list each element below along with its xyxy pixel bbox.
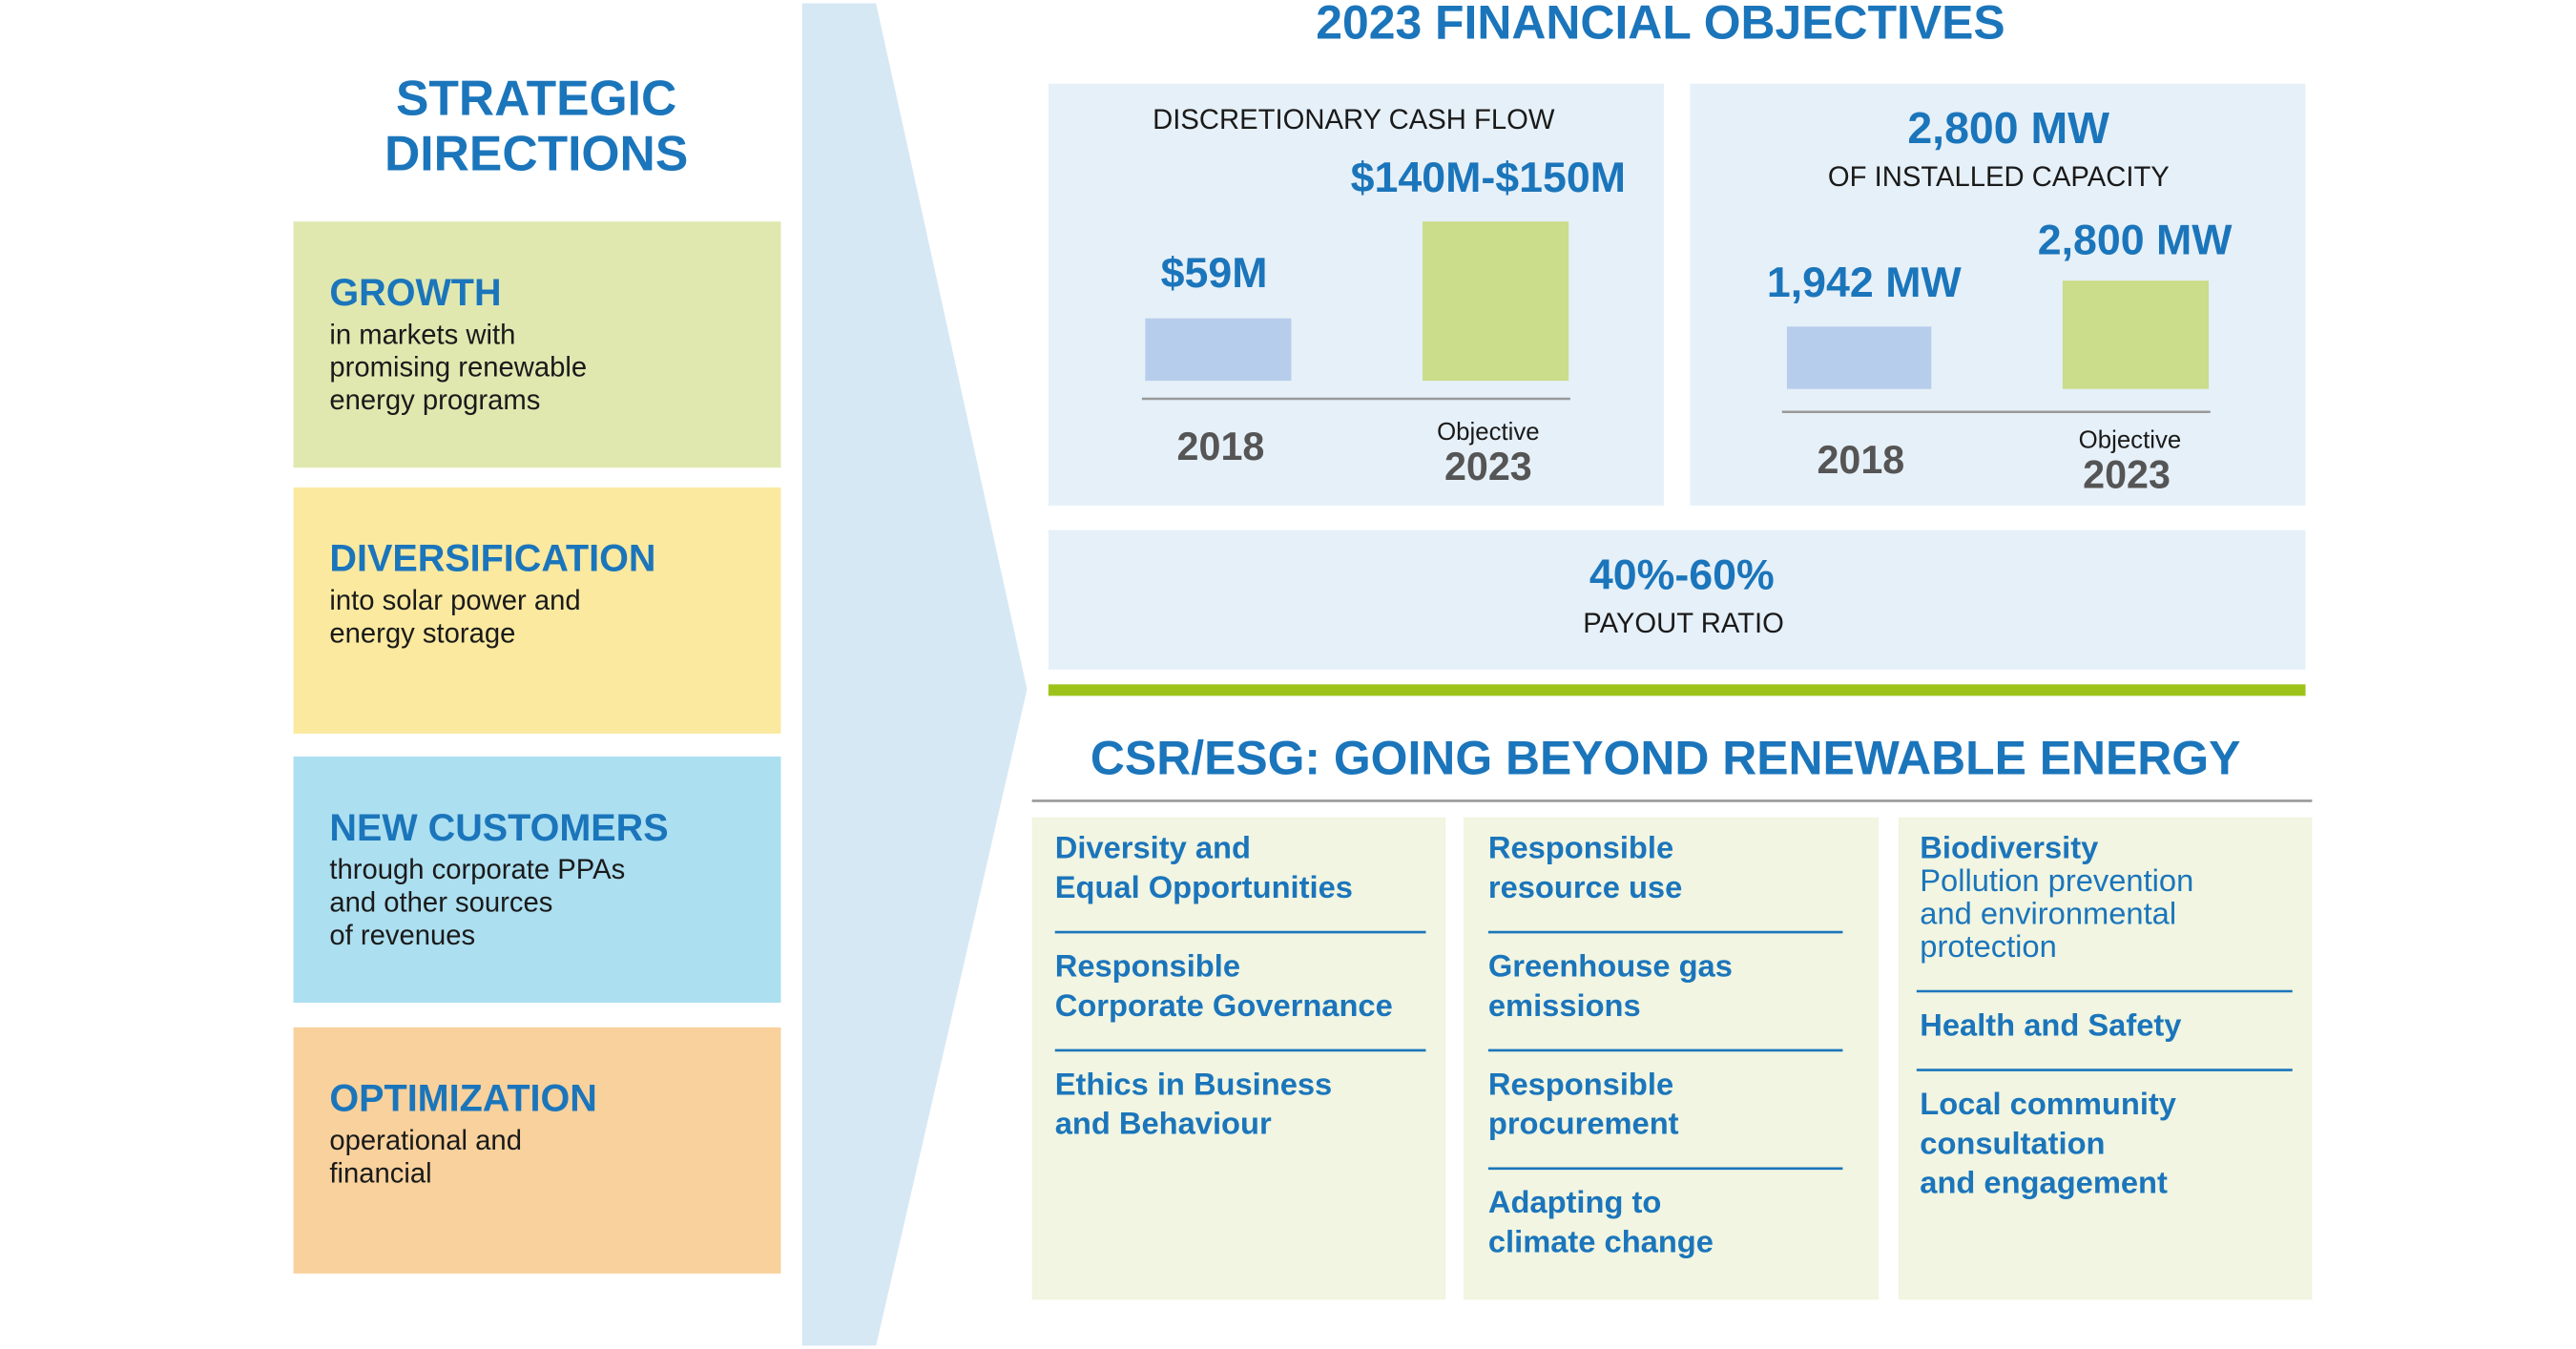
direction-text: through corporate PPAs [329, 855, 625, 885]
objective-label: Objective [1437, 419, 1540, 446]
csr-column [1031, 817, 1446, 1300]
csr-item: Responsible [1488, 830, 1673, 865]
year-label: 2018 [1817, 438, 1904, 482]
box-optimization [293, 1027, 781, 1274]
bar [1145, 318, 1292, 382]
csr-item: Diversity and [1055, 830, 1251, 865]
panel-payout [1048, 529, 2306, 670]
bar [2062, 280, 2210, 389]
csr-detail: and environmental [1920, 895, 2176, 930]
csr-item: and Behaviour [1055, 1106, 1272, 1141]
direction-text: energy storage [329, 618, 515, 649]
bar [1423, 221, 1569, 382]
csr-item: resource use [1488, 869, 1682, 904]
box-growth [293, 221, 781, 468]
csr-item: climate change [1488, 1224, 1714, 1259]
csr-column [1464, 817, 1880, 1300]
objective-label: Objective [2079, 427, 2182, 454]
csr-item: Health and Safety [1920, 1007, 2181, 1042]
csr-item: Local community [1920, 1086, 2176, 1121]
csr-item: Responsible [1488, 1066, 1673, 1101]
year-label: 2023 [1444, 445, 1532, 488]
direction-text: of revenues [329, 921, 475, 951]
direction-text: and other sources [329, 888, 552, 919]
direction-text: promising renewable [329, 353, 587, 384]
csr-item: Responsible [1055, 948, 1240, 984]
value-label: 2,800 MW [2038, 217, 2233, 263]
direction-heading: GROWTH [329, 272, 501, 314]
csr-detail: protection [1920, 928, 2056, 964]
value-label: $59M [1161, 250, 1268, 297]
direction-text: in markets with [329, 320, 515, 350]
direction-heading: OPTIMIZATION [329, 1078, 596, 1120]
value-label: 1,942 MW [1767, 259, 1963, 306]
payout-value: 40%-60% [1589, 551, 1775, 598]
section-title: DIRECTIONS [384, 126, 688, 181]
csr-detail: Pollution prevention [1920, 862, 2193, 898]
year-label: 2023 [2083, 452, 2171, 496]
csr-item: consultation [1920, 1125, 2105, 1160]
direction-text: energy programs [329, 385, 540, 416]
csr-item: emissions [1488, 987, 1641, 1023]
value-label: $140M-$150M [1351, 155, 1626, 201]
section-title: 2023 FINANCIAL OBJECTIVES [1316, 0, 2005, 50]
panel-label: OF INSTALLED CAPACITY [1828, 162, 2170, 193]
payout-label: PAYOUT RATIO [1583, 609, 1784, 639]
panel-headline: 2,800 MW [1907, 103, 2109, 153]
direction-text: financial [329, 1158, 431, 1189]
direction-heading: NEW CUSTOMERS [329, 807, 668, 849]
direction-heading: DIVERSIFICATION [329, 538, 655, 580]
year-label: 2018 [1177, 425, 1265, 468]
csr-item: procurement [1488, 1106, 1679, 1141]
direction-text: into solar power and [329, 586, 580, 616]
box-customers [293, 757, 781, 1004]
csr-item: Adapting to [1488, 1184, 1661, 1219]
csr-item: Greenhouse gas [1488, 948, 1733, 984]
divider-bar [1048, 684, 2306, 696]
bar [1786, 326, 1932, 389]
csr-item: and engagement [1920, 1165, 2168, 1200]
csr-item: Corporate Governance [1055, 987, 1393, 1023]
arrow [801, 3, 1028, 1346]
csr-item: Equal Opportunities [1055, 869, 1353, 904]
section-title: STRATEGIC [396, 70, 676, 125]
box-diversification [293, 487, 781, 734]
panel-label: DISCRETIONARY CASH FLOW [1153, 105, 1555, 135]
direction-text: operational and [329, 1126, 522, 1156]
csr-item: Ethics in Business [1055, 1066, 1333, 1101]
csr-item: Biodiversity [1920, 830, 2098, 865]
section-title: CSR/ESG: GOING BEYOND RENEWABLE ENERGY [1091, 731, 2240, 784]
panel-cash-flow [1048, 83, 1664, 506]
csr-column [1898, 817, 2313, 1300]
